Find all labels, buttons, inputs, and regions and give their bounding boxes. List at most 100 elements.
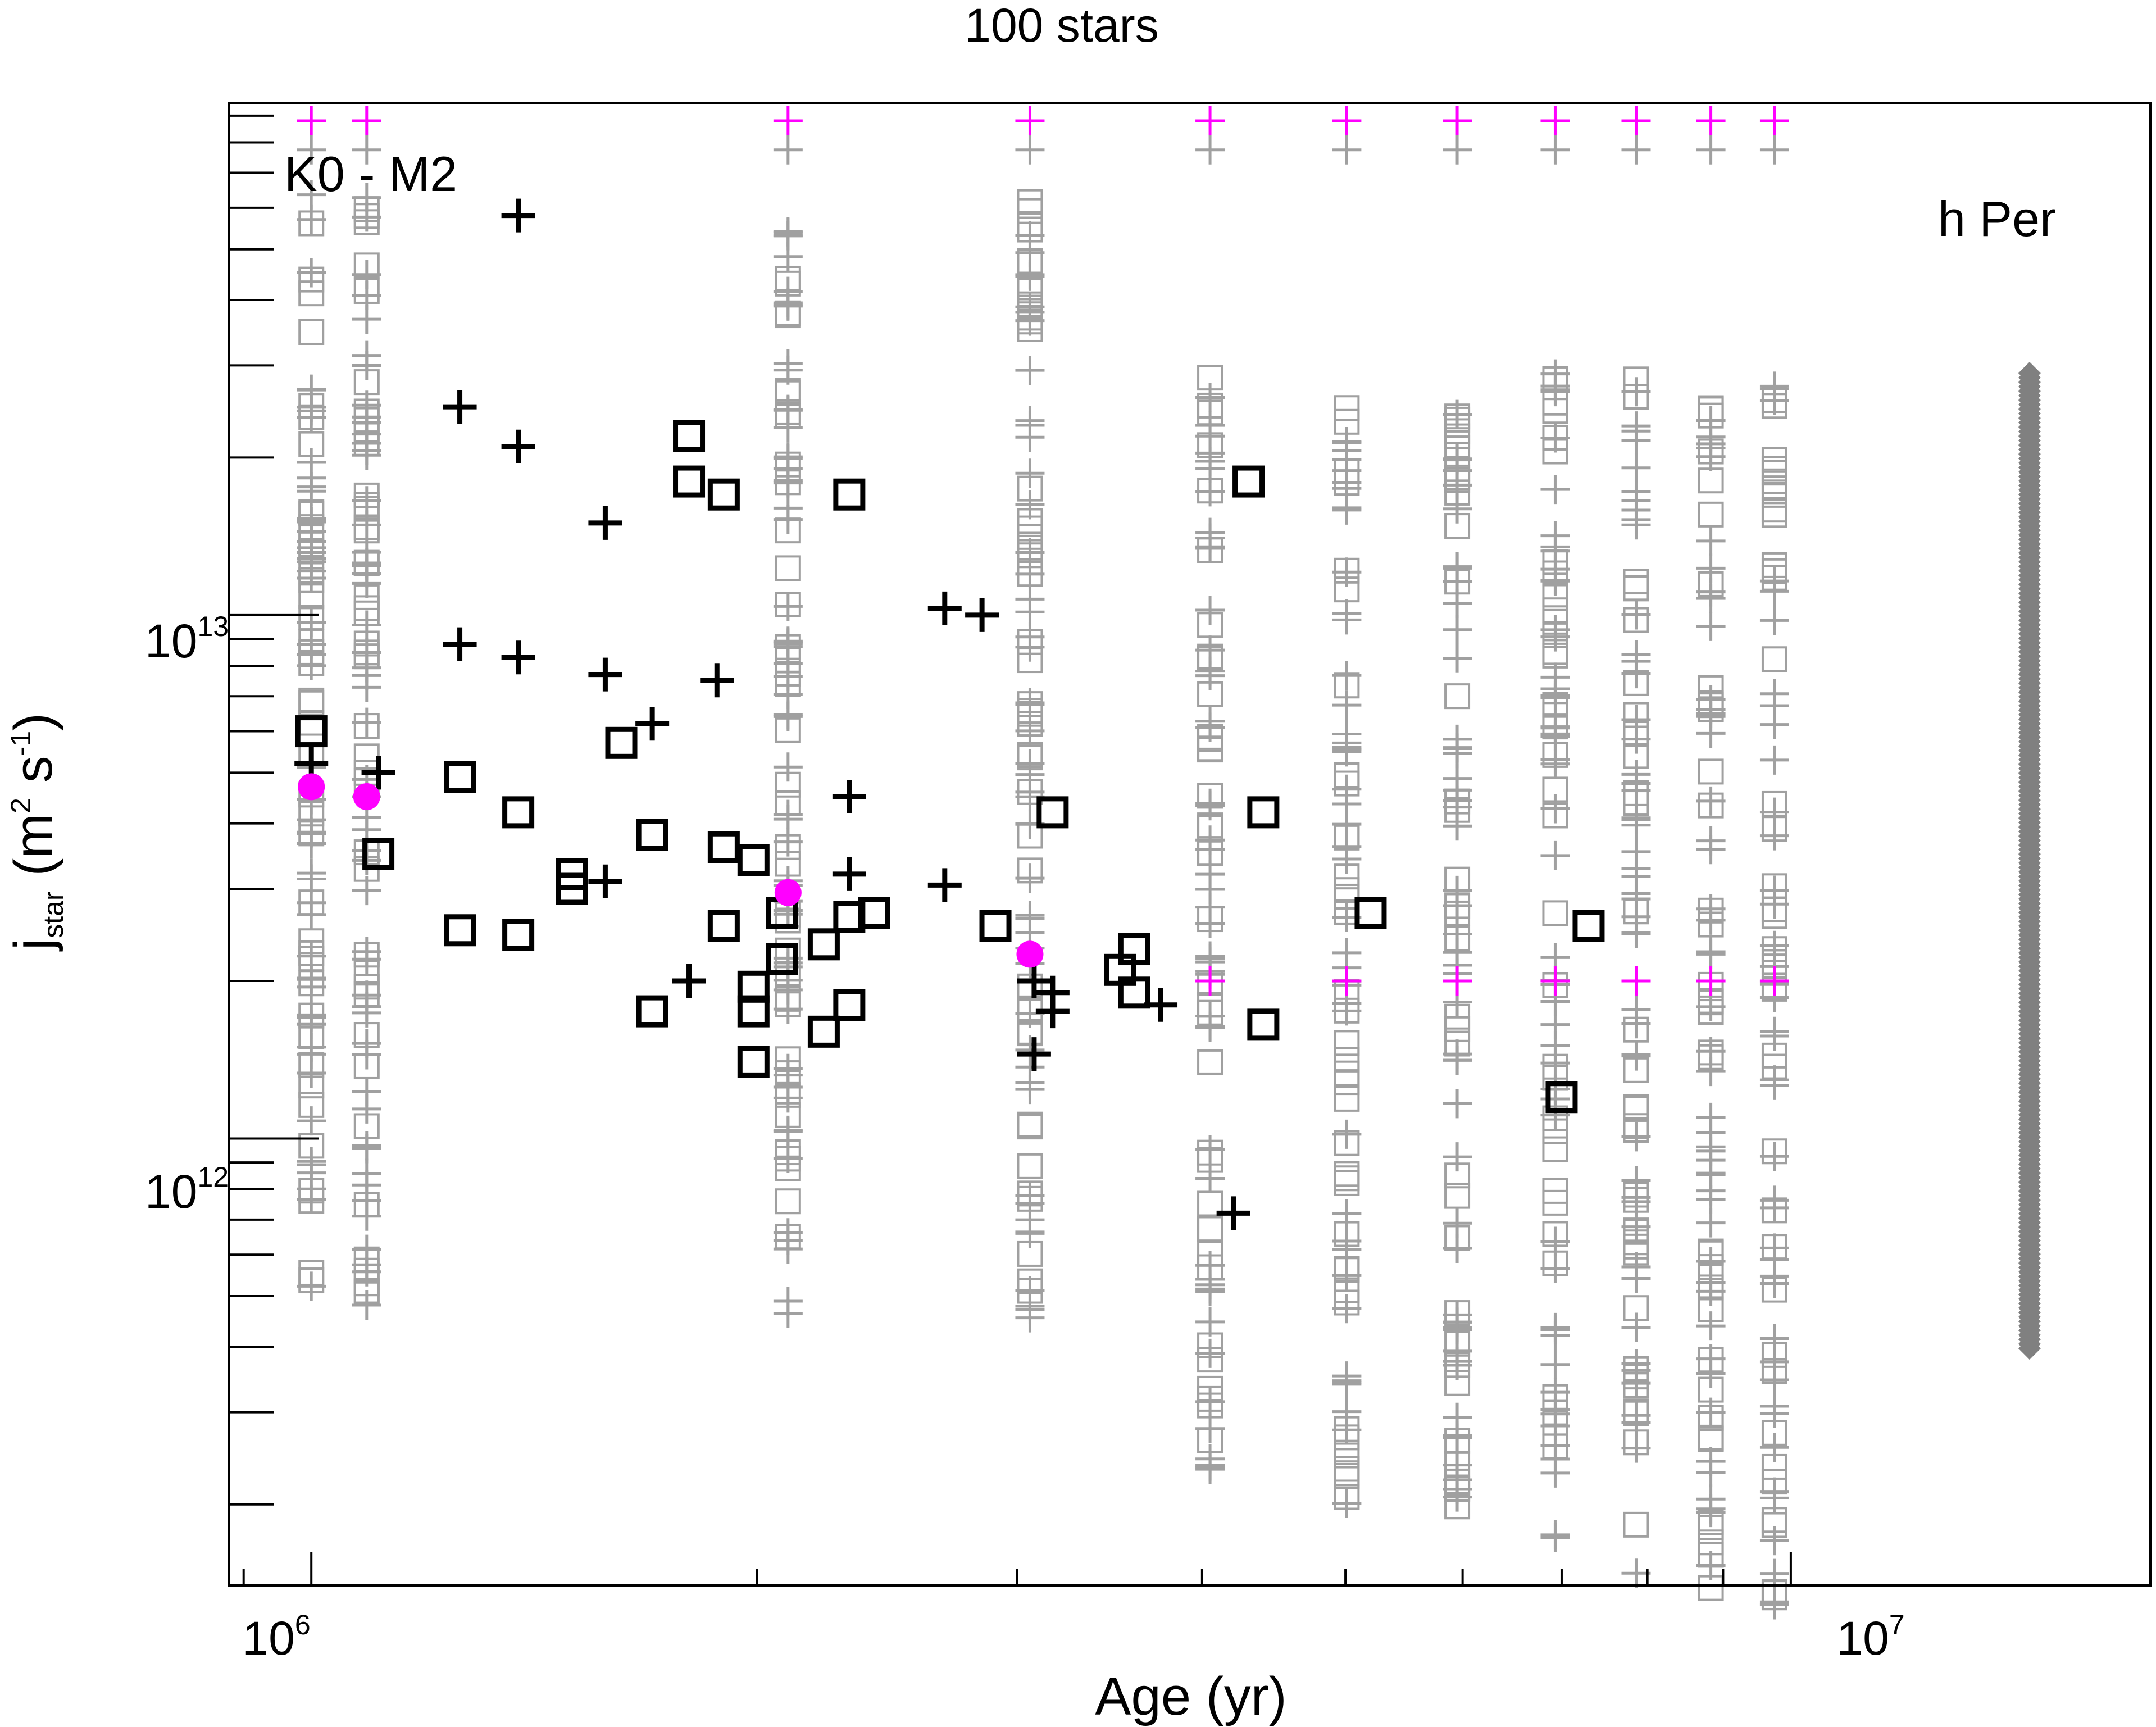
x-tick-exp: 7 bbox=[1889, 1609, 1905, 1640]
observed-plus bbox=[501, 198, 535, 233]
observed-square bbox=[362, 838, 395, 870]
grid-plus-marker bbox=[773, 1226, 803, 1256]
grid-plus-marker bbox=[1443, 891, 1472, 921]
grid-plus-marker bbox=[1696, 1136, 1726, 1166]
grid-plus-marker bbox=[352, 707, 381, 737]
grid-plus-marker bbox=[1540, 1520, 1570, 1549]
grid-square-marker bbox=[1017, 475, 1043, 502]
grid-square-marker bbox=[1698, 792, 1724, 819]
grid-square-marker bbox=[1698, 1575, 1724, 1601]
grid-plus-marker bbox=[1759, 1398, 1789, 1428]
grid-plus-marker bbox=[1540, 1349, 1570, 1379]
grid-square-marker bbox=[1017, 742, 1043, 768]
observed-square bbox=[707, 478, 740, 511]
observed-square bbox=[1232, 465, 1265, 498]
grid-plus-marker bbox=[1540, 662, 1570, 692]
grid-plus-marker bbox=[1621, 639, 1651, 669]
grid-plus-marker bbox=[1540, 745, 1570, 775]
grid-plus-marker bbox=[773, 1143, 803, 1173]
grid-square-marker bbox=[1761, 1453, 1787, 1480]
grid-plus-marker bbox=[297, 204, 326, 234]
grid-plus-marker bbox=[1540, 1031, 1570, 1061]
grid-plus-marker bbox=[1332, 135, 1362, 165]
grid-square-marker bbox=[775, 991, 801, 1017]
observed-square bbox=[833, 989, 866, 1021]
grid-plus-marker bbox=[1332, 1199, 1362, 1229]
model-top-marker bbox=[352, 106, 381, 135]
grid-square-marker bbox=[1444, 1183, 1471, 1209]
grid-plus-marker bbox=[352, 538, 381, 567]
y-label-unit-s: s bbox=[3, 756, 63, 783]
grid-plus-marker bbox=[1621, 724, 1651, 754]
grid-plus-marker bbox=[1195, 706, 1225, 736]
observed-plus bbox=[501, 429, 535, 463]
y-tick-base: 10 bbox=[145, 615, 197, 667]
grid-plus-marker bbox=[1540, 1321, 1570, 1351]
grid-square-marker bbox=[1542, 900, 1568, 926]
grid-plus-marker bbox=[773, 799, 803, 829]
median-dot bbox=[298, 773, 325, 801]
grid-square-marker bbox=[353, 639, 380, 666]
grid-plus-marker bbox=[1696, 135, 1726, 165]
grid-plus-marker bbox=[1759, 1477, 1789, 1507]
grid-square-marker bbox=[1542, 581, 1568, 608]
grid-plus-marker bbox=[1540, 1226, 1570, 1256]
grid-square-marker bbox=[1623, 1511, 1649, 1538]
grid-plus-marker bbox=[1443, 1423, 1472, 1453]
grid-plus-marker bbox=[773, 1117, 803, 1147]
grid-plus-marker bbox=[1195, 1164, 1225, 1193]
grid-plus-marker bbox=[352, 260, 381, 289]
grid-square-marker bbox=[1542, 802, 1568, 829]
y-tick-base: 10 bbox=[145, 1165, 197, 1218]
grid-plus-marker bbox=[1759, 135, 1789, 165]
grid-plus-marker bbox=[297, 1147, 326, 1176]
grid-plus-marker bbox=[352, 351, 381, 380]
grid-plus-marker bbox=[1696, 1311, 1726, 1341]
grid-plus-marker bbox=[1015, 864, 1045, 893]
grid-plus-marker bbox=[352, 661, 381, 690]
grid-plus-marker bbox=[1015, 690, 1045, 720]
grid-plus-marker bbox=[1195, 1451, 1225, 1480]
y-label-unit-exp: -1 bbox=[5, 731, 37, 756]
grid-plus-marker bbox=[1540, 1253, 1570, 1283]
grid-plus-marker bbox=[773, 752, 803, 782]
grid-square-marker bbox=[1698, 1039, 1724, 1066]
grid-plus-marker bbox=[1540, 1100, 1570, 1130]
grid-square-marker bbox=[1542, 608, 1568, 635]
median-dot bbox=[353, 783, 380, 810]
observed-square bbox=[605, 726, 638, 759]
grid-plus-marker bbox=[1759, 691, 1789, 721]
observed-plus bbox=[672, 964, 706, 998]
grid-plus-marker bbox=[773, 1083, 803, 1113]
grid-plus-marker bbox=[1540, 794, 1570, 824]
grid-plus-marker bbox=[1759, 1347, 1789, 1376]
grid-square-marker bbox=[1444, 925, 1471, 952]
grid-square-marker bbox=[1542, 776, 1568, 803]
grid-plus-marker bbox=[1696, 1276, 1726, 1306]
observed-square bbox=[502, 796, 535, 829]
grid-square-marker bbox=[1334, 557, 1360, 584]
grid-square-marker bbox=[1444, 513, 1471, 539]
grid-square-marker bbox=[1017, 1278, 1043, 1304]
grid-plus-marker bbox=[352, 1290, 381, 1320]
grid-square-marker bbox=[1197, 1049, 1223, 1075]
grid-plus-marker bbox=[1443, 135, 1472, 165]
grid-plus-marker bbox=[1540, 532, 1570, 562]
grid-plus-marker bbox=[1015, 584, 1045, 614]
grid-plus-marker bbox=[1696, 1208, 1726, 1238]
grid-plus-marker bbox=[1540, 1458, 1570, 1488]
annotation-cluster: h Per bbox=[1938, 191, 2056, 247]
grid-square-marker bbox=[1623, 569, 1649, 595]
observed-plus bbox=[832, 779, 866, 813]
grid-plus-marker bbox=[1759, 875, 1789, 905]
grid-square-marker bbox=[1017, 973, 1043, 999]
grid-square-marker bbox=[1017, 1020, 1043, 1047]
grid-plus-marker bbox=[1759, 797, 1789, 827]
grid-square-marker bbox=[353, 743, 380, 770]
grid-plus-marker bbox=[773, 135, 803, 165]
grid-plus-marker bbox=[352, 1040, 381, 1070]
grid-plus-marker bbox=[1443, 1475, 1472, 1505]
grid-plus-marker bbox=[1696, 1494, 1726, 1524]
grid-plus-marker bbox=[1015, 1052, 1045, 1082]
grid-plus-marker bbox=[1015, 406, 1045, 435]
